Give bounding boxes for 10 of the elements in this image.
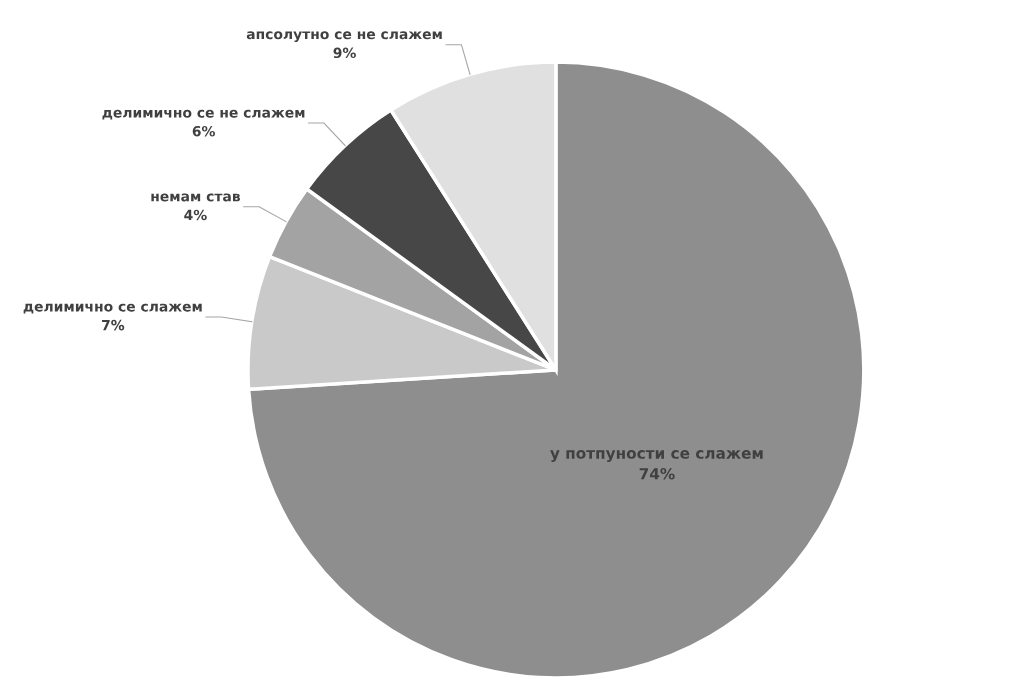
data-label: 7% [102, 319, 125, 331]
slice-label: апсолутно се не слажем [246, 31, 442, 43]
slice-label: делимично се не слажем [102, 109, 305, 120]
data-label: 74% [639, 468, 675, 480]
data-label: 9% [333, 47, 356, 59]
slice-label: немам став [151, 193, 240, 202]
slice-label: делимично се слажем [23, 303, 202, 314]
data-label: 4% [184, 209, 207, 221]
slice-label: у потпуности се слажем [550, 450, 763, 462]
data-label: 6% [192, 125, 215, 137]
